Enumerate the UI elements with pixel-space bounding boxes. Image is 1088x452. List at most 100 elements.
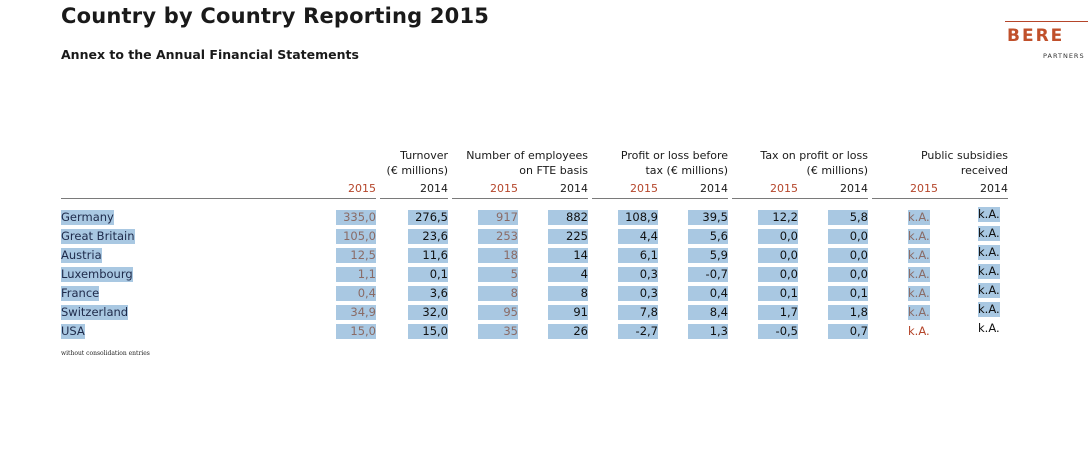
turnover-2015-value: 335,0 <box>336 210 376 225</box>
subsidies-2015-value: k.A. <box>908 324 930 338</box>
page-title: Country by Country Reporting 2015 <box>61 4 490 28</box>
header-subsidies: Public subsidies received <box>868 148 1008 178</box>
logo-rule <box>1005 21 1088 22</box>
subsidies-2014-value: k.A. <box>978 302 1000 317</box>
turnover-2015-value: 12,5 <box>336 248 376 263</box>
subsidies-2015-value: k.A. <box>908 305 930 320</box>
employees-2014-value: 882 <box>548 210 588 225</box>
tax-2014-value: 0,7 <box>828 324 868 339</box>
subsidies-2015-value: k.A. <box>908 248 930 263</box>
tax-2014-value: 0,1 <box>828 286 868 301</box>
header-rule-tax <box>732 198 868 199</box>
employees-2014-value: 14 <box>548 248 588 263</box>
header-tax: Tax on profit or loss (€ millions) <box>728 148 868 178</box>
profit-2014-value: -0,7 <box>688 267 728 282</box>
profit-2015-value: 108,9 <box>618 210 658 225</box>
page-subtitle: Annex to the Annual Financial Statements <box>61 47 359 62</box>
country-name: Luxembourg <box>61 267 133 282</box>
company-logo: BERE <box>1007 26 1065 46</box>
subsidies-2015-value: k.A. <box>908 229 930 244</box>
employees-2015-value: 5 <box>478 267 518 282</box>
country-name: Germany <box>61 210 114 225</box>
company-logo-subtext: PARTNERS <box>1043 52 1085 60</box>
country-name: Great Britain <box>61 229 135 244</box>
turnover-2015-value: 15,0 <box>336 324 376 339</box>
header-rule-employees <box>452 198 588 199</box>
header-turnover-line1: Turnover <box>400 149 448 162</box>
tax-2015-value: -0,5 <box>758 324 798 339</box>
header-employees: Number of employees on FTE basis <box>448 148 588 178</box>
employees-2015-value: 35 <box>478 324 518 339</box>
year-employees-2015: 2015 <box>490 182 518 195</box>
header-turnover-line2: (€ millions) <box>386 164 448 177</box>
footnote: without consolidation entries <box>61 350 150 357</box>
tax-2015-value: 1,7 <box>758 305 798 320</box>
header-subsidies-line2: received <box>960 164 1008 177</box>
header-profit-line1: Profit or loss before <box>620 149 728 162</box>
tax-2014-value: 1,8 <box>828 305 868 320</box>
turnover-2015-value: 34,9 <box>336 305 376 320</box>
subsidies-2014-value: k.A. <box>978 245 1000 260</box>
turnover-2014-value: 15,0 <box>408 324 448 339</box>
subsidies-2014-value: k.A. <box>978 264 1000 279</box>
tax-2015-value: 0,0 <box>758 229 798 244</box>
country-name: Austria <box>61 248 102 263</box>
turnover-2014-value: 276,5 <box>408 210 448 225</box>
subsidies-2014-value: k.A. <box>978 283 1000 298</box>
header-rule-profit <box>592 198 728 199</box>
turnover-2014-value: 32,0 <box>408 305 448 320</box>
profit-2015-value: 7,8 <box>618 305 658 320</box>
header-tax-line1: Tax on profit or loss <box>760 149 868 162</box>
employees-2014-value: 26 <box>548 324 588 339</box>
header-rule-subsidies <box>872 198 1008 199</box>
profit-2014-value: 0,4 <box>688 286 728 301</box>
country-name: Switzerland <box>61 305 129 320</box>
profit-2014-value: 8,4 <box>688 305 728 320</box>
year-profit-2015: 2015 <box>630 182 658 195</box>
tax-2014-value: 0,0 <box>828 229 868 244</box>
country-name: USA <box>61 324 85 339</box>
employees-2015-value: 917 <box>478 210 518 225</box>
header-tax-line2: (€ millions) <box>806 164 868 177</box>
header-subsidies-line1: Public subsidies <box>920 149 1008 162</box>
subsidies-2014-value: k.A. <box>978 207 1000 222</box>
employees-2014-value: 8 <box>548 286 588 301</box>
employees-2015-value: 95 <box>478 305 518 320</box>
year-turnover-2015: 2015 <box>348 182 376 195</box>
tax-2015-value: 12,2 <box>758 210 798 225</box>
turnover-2014-value: 0,1 <box>408 267 448 282</box>
profit-2015-value: 4,4 <box>618 229 658 244</box>
profit-2015-value: 6,1 <box>618 248 658 263</box>
turnover-2015-value: 105,0 <box>336 229 376 244</box>
year-profit-2014: 2014 <box>700 182 728 195</box>
turnover-2015-value: 0,4 <box>336 286 376 301</box>
year-employees-2014: 2014 <box>560 182 588 195</box>
tax-2014-value: 0,0 <box>828 248 868 263</box>
header-turnover: Turnover (€ millions) <box>376 148 448 178</box>
profit-2014-value: 1,3 <box>688 324 728 339</box>
profit-2014-value: 5,6 <box>688 229 728 244</box>
turnover-2014-value: 23,6 <box>408 229 448 244</box>
subsidies-2015-value: k.A. <box>908 286 930 301</box>
year-turnover-2014: 2014 <box>420 182 448 195</box>
tax-2014-value: 0,0 <box>828 267 868 282</box>
profit-2015-value: 0,3 <box>618 267 658 282</box>
header-profit-line2: tax (€ millions) <box>645 164 728 177</box>
tax-2014-value: 5,8 <box>828 210 868 225</box>
profit-2015-value: -2,7 <box>618 324 658 339</box>
turnover-2014-value: 3,6 <box>408 286 448 301</box>
profit-2014-value: 39,5 <box>688 210 728 225</box>
header-rule-country <box>61 198 376 199</box>
employees-2015-value: 18 <box>478 248 518 263</box>
header-employees-line2: on FTE basis <box>519 164 588 177</box>
subsidies-2015-value: k.A. <box>908 210 930 225</box>
tax-2015-value: 0,1 <box>758 286 798 301</box>
header-profit: Profit or loss before tax (€ millions) <box>588 148 728 178</box>
turnover-2014-value: 11,6 <box>408 248 448 263</box>
tax-2015-value: 0,0 <box>758 267 798 282</box>
tax-2015-value: 0,0 <box>758 248 798 263</box>
year-tax-2015: 2015 <box>770 182 798 195</box>
employees-2014-value: 91 <box>548 305 588 320</box>
header-employees-line1: Number of employees <box>466 149 588 162</box>
employees-2014-value: 4 <box>548 267 588 282</box>
